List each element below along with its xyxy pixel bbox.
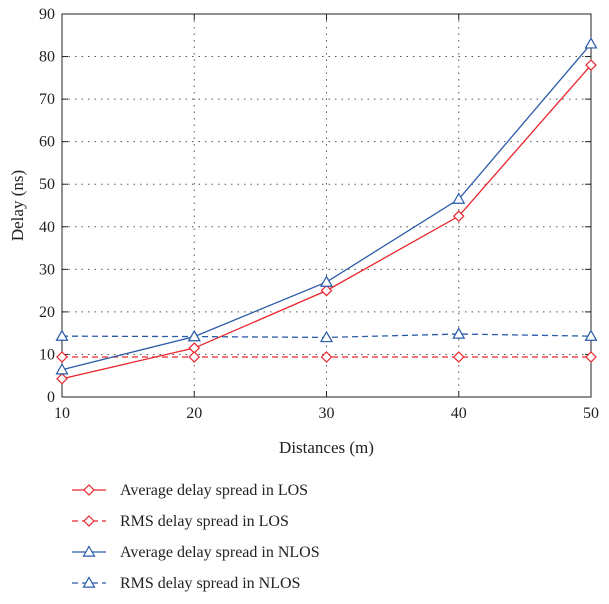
x-axis-label: Distances (m): [279, 438, 374, 457]
y-tick-label: 20: [39, 304, 55, 321]
triangle-marker: [584, 37, 598, 49]
series-rms-delay-spread-in-los: [56, 351, 597, 363]
y-tick-label: 80: [39, 49, 55, 66]
triangle-marker: [452, 327, 466, 339]
triangle-marker: [55, 329, 69, 341]
triangle-marker: [584, 329, 598, 341]
legend-label: RMS delay spread in NLOS: [120, 575, 300, 592]
triangle-marker: [319, 330, 334, 343]
triangle-marker: [452, 192, 466, 204]
triangle-marker: [187, 329, 201, 342]
diamond-marker: [56, 351, 68, 363]
diamond-marker: [56, 372, 68, 385]
series-rms-delay-spread-in-nlos: [55, 327, 598, 343]
series-layer: [55, 37, 598, 385]
y-axis-label: Delay (ns): [8, 170, 27, 241]
diamond-marker: [188, 351, 201, 363]
x-tick-label: 20: [186, 405, 202, 422]
x-tick-label: 30: [319, 405, 335, 422]
triangle-marker: [82, 545, 96, 557]
x-tick-label: 40: [451, 405, 467, 422]
y-tick-label: 90: [39, 6, 55, 23]
legend-label: Average delay spread in LOS: [120, 482, 308, 499]
legend-item: RMS delay spread in LOS: [72, 513, 289, 530]
y-tick-label: 40: [39, 219, 55, 236]
legend: Average delay spread in LOS RMS delay spr…: [72, 482, 320, 592]
series-average-delay-spread-in-los: [56, 59, 597, 385]
legend-item: RMS delay spread in NLOS: [72, 575, 300, 592]
legend-label: Average delay spread in NLOS: [120, 544, 320, 561]
diamond-marker: [320, 284, 333, 297]
x-tick-label: 50: [583, 405, 599, 422]
diamond-marker: [320, 351, 333, 363]
legend-item: Average delay spread in LOS: [72, 482, 308, 499]
triangle-marker: [319, 275, 334, 287]
diamond-marker: [452, 351, 465, 363]
legend-label: RMS delay spread in LOS: [120, 513, 289, 530]
y-tick-label: 30: [39, 261, 55, 278]
y-tick-label: 50: [39, 176, 55, 193]
y-tick-label: 60: [39, 134, 55, 151]
diamond-marker: [585, 59, 597, 71]
y-tick-label: 0: [47, 389, 55, 406]
triangle-marker: [55, 363, 69, 375]
diamond-marker: [585, 351, 597, 363]
diamond-marker: [83, 515, 95, 527]
diamond-marker: [452, 210, 465, 222]
x-tick-label: 10: [54, 405, 70, 422]
y-tick-label: 10: [39, 346, 55, 363]
triangle-marker: [82, 576, 96, 588]
y-tick-label: 70: [39, 91, 55, 108]
legend-item: Average delay spread in NLOS: [72, 544, 320, 561]
diamond-marker: [83, 484, 95, 496]
